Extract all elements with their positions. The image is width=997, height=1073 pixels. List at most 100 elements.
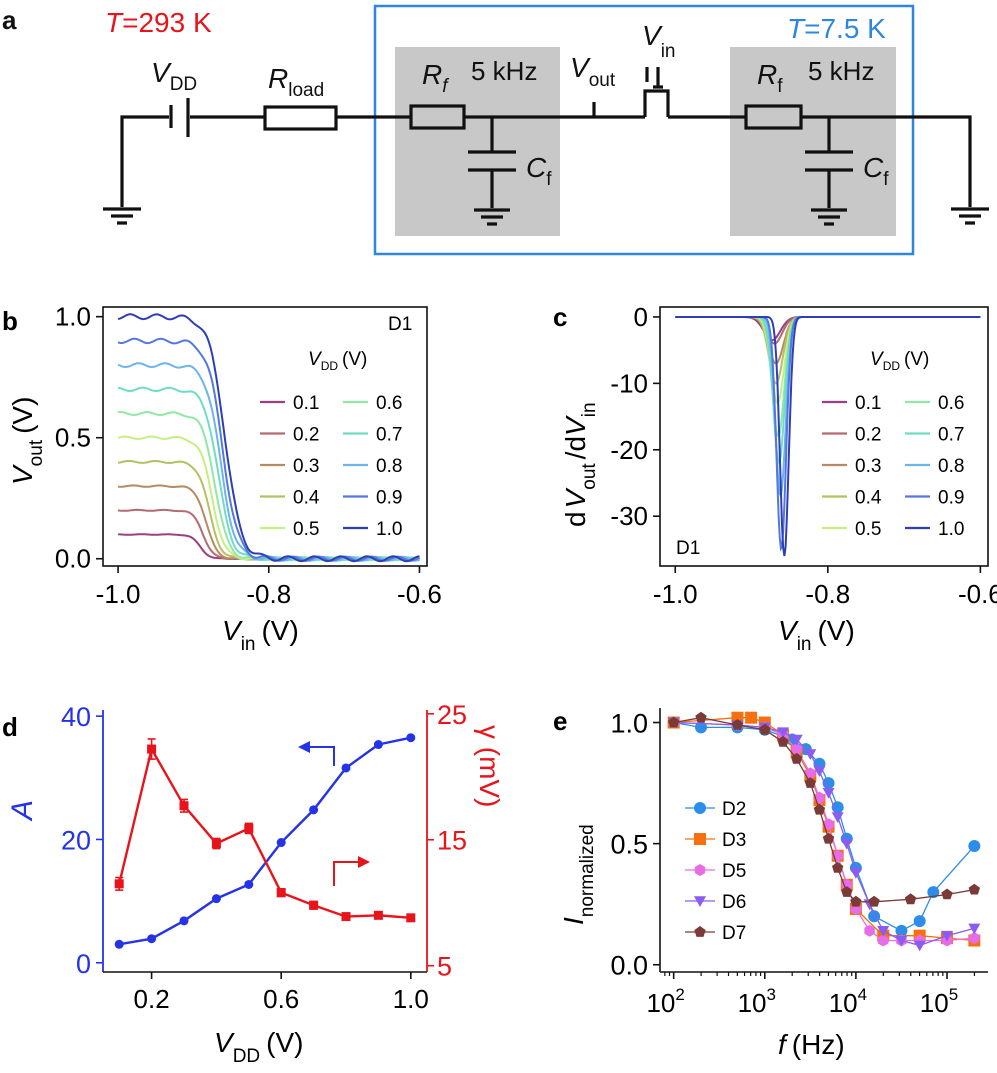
right-tick-label: 5 [437, 952, 452, 982]
series-line-D2 [673, 721, 975, 932]
series-lines-b [117, 313, 420, 563]
data-point-D6 [941, 930, 953, 942]
data-point-D7 [904, 893, 917, 905]
x-tick-label: 1.0 [393, 984, 429, 1014]
data-point-D2 [968, 840, 981, 853]
data-point-gamma [341, 912, 351, 922]
y-tick-label: 0.0 [55, 544, 91, 574]
panel-label-d: d [2, 712, 18, 742]
data-point-D7 [832, 861, 844, 873]
x-tick-label: -0.8 [246, 579, 291, 609]
capacitor-left [468, 117, 516, 208]
rf-right-label: Rf [757, 59, 783, 97]
cf-right-label: Cf [863, 152, 889, 190]
y-axis-label-b: Vout(V) [7, 397, 47, 485]
data-point-D6 [777, 727, 789, 739]
circuit-diagram [103, 4, 989, 256]
data-point-D2 [927, 886, 940, 899]
series-line-vdd-0.7 [675, 316, 981, 465]
data-point-D7 [841, 886, 853, 897]
x-tick-label: 103 [738, 985, 776, 1018]
filter-box-left [395, 47, 560, 236]
data-point-D6 [813, 766, 826, 777]
data-point-A [276, 838, 286, 848]
cryostat-boundary [373, 4, 915, 256]
panel-label-b: b [2, 306, 18, 336]
data-point-gamma [211, 839, 221, 849]
series-line-gamma [118, 745, 411, 919]
wire [801, 115, 972, 207]
data-point-D7 [731, 719, 744, 730]
data-point-D6 [831, 812, 844, 823]
data-point-D6 [968, 923, 981, 935]
data-point-A [179, 916, 189, 926]
data-point-A [373, 740, 383, 750]
data-point-D7 [813, 803, 826, 815]
data-point-D6 [913, 940, 926, 952]
legend-label: D2 [722, 799, 746, 820]
legend-b: 0.1 0.2 0.3 0.4 0.5 0.6 0.7 0.8 0.9 1.0 [260, 393, 402, 540]
data-point-gamma [373, 910, 383, 920]
x-axis-label-c: Vin (V) [778, 615, 855, 655]
series-line-vdd-0.5 [675, 316, 981, 405]
legend-label: 0.8 [376, 456, 402, 477]
series-lines-c [675, 316, 981, 557]
legend-label: 0.9 [376, 488, 402, 509]
chart-c-derivative: c -1.0 -0.8 -0.60-10-20-30 D1 VDD (V) 0.10.… [553, 302, 997, 655]
wire-ground-left [120, 115, 169, 207]
left-axis-label-d: A [6, 800, 39, 822]
x-tick-label: 0.2 [134, 984, 170, 1014]
data-point-D7 [850, 895, 862, 907]
cf-left-label: Cf [526, 152, 552, 190]
device-label-c: D1 [676, 538, 700, 559]
legend-label: 0.2 [293, 425, 319, 446]
data-point-D5 [805, 767, 816, 780]
legend-label: 0.1 [293, 393, 319, 414]
filter-left-frequency: 5 kHz [471, 56, 537, 86]
y-tick-label: -10 [610, 368, 648, 398]
axes-e: 102 103 104 105 0.0 0.5 1.0 [610, 708, 988, 1018]
data-point-D2 [695, 721, 707, 734]
series-line-vdd-0.1 [675, 316, 981, 342]
data-point-D7 [868, 895, 880, 907]
y-tick-label: 0 [634, 302, 648, 332]
data-point-D7 [791, 752, 803, 764]
y-tick-label: 0.5 [610, 830, 648, 860]
x-tick-label: -0.6 [958, 579, 997, 609]
right-axis-label-d: γ (mV) [474, 725, 505, 807]
series-e [667, 711, 981, 952]
y-tick-label: 1.0 [610, 709, 648, 739]
room-temperature-label: T=293 K [105, 7, 212, 38]
legend-marker [694, 926, 706, 937]
chart-d-gain-hysteresis: d 0.2 0.6 1.0 0 20 40 5 15 25 A γ (mV) VDD (V) [2, 700, 505, 1067]
data-point-D2 [895, 924, 908, 937]
data-point-D6 [822, 788, 835, 799]
legend-marker [694, 896, 706, 907]
ground-symbol-filter-right [811, 208, 847, 226]
cryostat-temperature-label: T=7.5 K [787, 13, 886, 44]
legend-label: 0.7 [938, 425, 964, 446]
rf-left-label: Rf [422, 59, 449, 97]
data-point-D6 [849, 867, 862, 879]
data-point-D2 [913, 915, 926, 928]
series-line-vdd-1.0 [117, 313, 420, 563]
data-point-D7 [968, 883, 980, 895]
series-line-D6 [673, 721, 975, 947]
arrow-to-left-axis [306, 746, 335, 766]
data-point-D5 [878, 934, 889, 947]
rload-label: Rload [268, 63, 324, 101]
capacitor-right [805, 117, 853, 208]
battery-symbol [169, 98, 190, 137]
series-line-vdd-1.0 [675, 316, 981, 557]
legend-label: 0.3 [855, 456, 881, 477]
x-axis-label-d: VDD (V) [214, 1027, 303, 1067]
data-point-D5 [823, 818, 834, 831]
data-point-D7 [804, 777, 816, 788]
legend-label: 0.9 [938, 488, 964, 509]
vdd-label: VDD [151, 57, 197, 95]
x-tick-label: 105 [920, 985, 958, 1018]
ground-symbol-right [951, 207, 989, 225]
data-point-D5 [864, 924, 875, 937]
y-axis-label-c: dVout/dVin [560, 402, 600, 527]
legend-marker [694, 802, 706, 814]
